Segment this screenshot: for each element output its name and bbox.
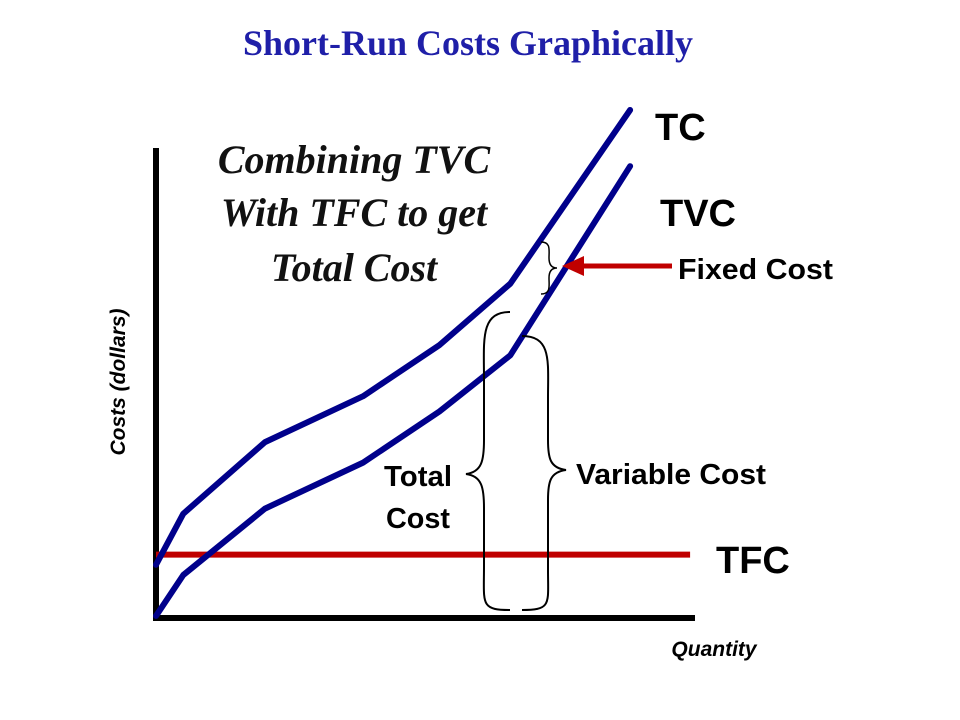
series-line-tvc [153,163,634,619]
series-line-tc [153,107,634,568]
series-label-tvc: TVC [660,193,736,235]
fixed-cost-arrow-head [562,256,584,276]
subtitle-line-1: Combining TVC [218,137,492,182]
chart-title: Short-Run Costs Graphically [243,23,693,63]
total-cost-label-line-1: Total [384,461,452,493]
variable-cost-label: Variable Cost [576,459,766,491]
x-axis-label: Quantity [671,638,757,661]
total-cost-brace [465,311,511,611]
chart-subtitle: Combining TVC With TFC to get Total Cost [218,137,492,290]
subtitle-line-2: With TFC to get [221,190,489,235]
series-label-tc: TC [655,107,706,149]
fixed-cost-brace [540,241,558,295]
series-label-tfc: TFC [716,540,790,582]
subtitle-line-3: Total Cost [271,245,439,290]
y-axis-label: Costs (dollars) [107,308,130,455]
fixed-cost-label: Fixed Cost [678,254,833,286]
variable-cost-brace [521,335,567,611]
total-cost-label-line-2: Cost [386,503,450,535]
